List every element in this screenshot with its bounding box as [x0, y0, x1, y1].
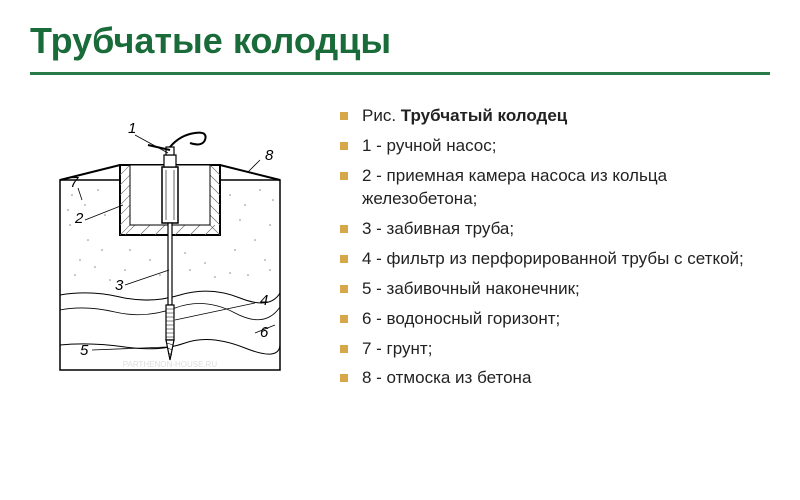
- bullet-icon: [340, 285, 348, 293]
- bullet-icon: [340, 142, 348, 150]
- page-title: Трубчатые колодцы: [30, 20, 770, 75]
- tube-well-diagram: 1 2 3 4 5 6 7 8 PARTHENON-HOUSE.RU: [30, 105, 310, 385]
- diagram-label-4: 4: [260, 292, 268, 309]
- legend-item: 7 - грунт;: [340, 338, 770, 361]
- bullet-icon: [340, 315, 348, 323]
- legend-text: 6 - водоносный горизонт;: [362, 308, 560, 331]
- legend-text: 8 - отмоска из бетона: [362, 367, 531, 390]
- caption-prefix: Рис.: [362, 106, 401, 125]
- legend-text: 4 - фильтр из перфорированной трубы с се…: [362, 248, 744, 271]
- diagram-label-1: 1: [128, 120, 136, 137]
- bullet-icon: [340, 255, 348, 263]
- legend-item: 2 - приемная камера насоса из кольца жел…: [340, 165, 770, 211]
- legend-item: 6 - водоносный горизонт;: [340, 308, 770, 331]
- diagram-label-5: 5: [80, 342, 89, 359]
- bullet-icon: [340, 112, 348, 120]
- legend-text: 2 - приемная камера насоса из кольца жел…: [362, 165, 770, 211]
- legend-item: 3 - забивная труба;: [340, 218, 770, 241]
- legend-item: 1 - ручной насос;: [340, 135, 770, 158]
- bullet-icon: [340, 225, 348, 233]
- legend-text: 3 - забивная труба;: [362, 218, 514, 241]
- diagram-label-8: 8: [265, 147, 274, 164]
- legend-text: 1 - ручной насос;: [362, 135, 496, 158]
- bullet-icon: [340, 374, 348, 382]
- bullet-icon: [340, 345, 348, 353]
- caption-main: Трубчатый колодец: [401, 106, 567, 125]
- content-row: 1 2 3 4 5 6 7 8 PARTHENON-HOUSE.RU Рис. …: [30, 105, 770, 397]
- watermark-text: PARTHENON-HOUSE.RU: [123, 360, 218, 369]
- diagram-label-7: 7: [70, 174, 79, 191]
- diagram-label-2: 2: [74, 210, 84, 227]
- diagram-container: 1 2 3 4 5 6 7 8 PARTHENON-HOUSE.RU: [30, 105, 310, 397]
- legend-text: 7 - грунт;: [362, 338, 432, 361]
- diagram-label-3: 3: [115, 277, 124, 294]
- legend-item: 5 - забивочный наконечник;: [340, 278, 770, 301]
- legend-item: 4 - фильтр из перфорированной трубы с се…: [340, 248, 770, 271]
- legend-text: 5 - забивочный наконечник;: [362, 278, 580, 301]
- bullet-icon: [340, 172, 348, 180]
- legend-caption: Рис. Трубчатый колодец: [340, 105, 770, 128]
- legend-item: 8 - отмоска из бетона: [340, 367, 770, 390]
- legend-list: Рис. Трубчатый колодец 1 - ручной насос;…: [340, 105, 770, 397]
- diagram-label-6: 6: [260, 324, 269, 341]
